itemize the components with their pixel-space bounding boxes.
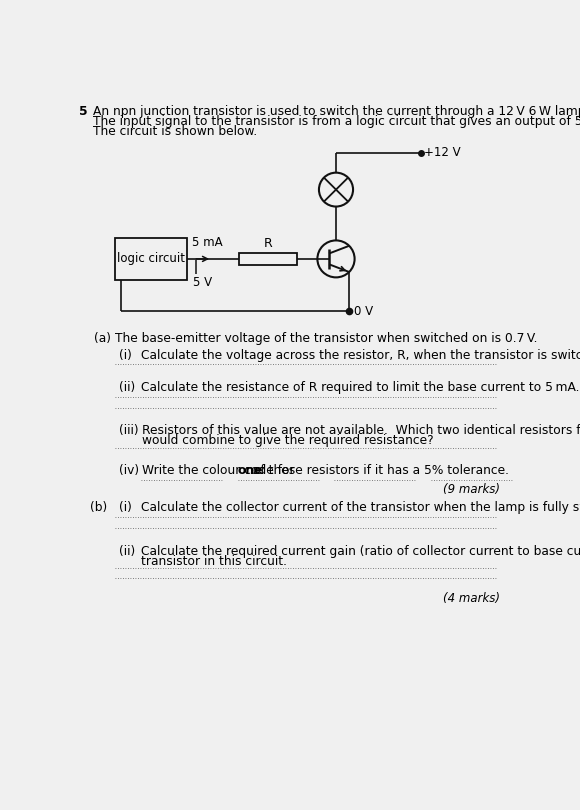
Text: 5 mA: 5 mA: [192, 236, 223, 249]
Text: (i): (i): [119, 501, 132, 514]
Text: would combine to give the required resistance?: would combine to give the required resis…: [142, 434, 434, 447]
Text: (a): (a): [94, 332, 111, 345]
Text: 0 V: 0 V: [354, 305, 373, 318]
FancyBboxPatch shape: [115, 238, 187, 279]
Text: R: R: [264, 237, 273, 250]
Text: one: one: [238, 464, 263, 477]
Text: (9 marks): (9 marks): [443, 483, 501, 496]
Text: Calculate the required current gain (ratio of collector current to base current): Calculate the required current gain (rat…: [141, 544, 580, 557]
Text: Calculate the resistance of R required to limit the base current to 5 mA.: Calculate the resistance of R required t…: [141, 382, 579, 394]
Text: (ii): (ii): [119, 382, 135, 394]
Text: transistor in this circuit.: transistor in this circuit.: [141, 555, 287, 568]
Text: +12 V: +12 V: [425, 146, 461, 159]
Text: Calculate the voltage across the resistor, R, when the transistor is switched on: Calculate the voltage across the resisto…: [141, 349, 580, 362]
Text: logic circuit: logic circuit: [117, 253, 185, 266]
Text: An npn junction transistor is used to switch the current through a 12 V 6 W lamp: An npn junction transistor is used to sw…: [93, 105, 580, 118]
Text: (iii): (iii): [119, 424, 139, 437]
Text: The base-emitter voltage of the transistor when switched on is 0.7 V.: The base-emitter voltage of the transist…: [115, 332, 538, 345]
Text: The input signal to the transistor is from a logic circuit that gives an output : The input signal to the transistor is fr…: [93, 115, 580, 128]
Text: (b): (b): [89, 501, 107, 514]
Text: Resistors of this value are not available.  Which two identical resistors from t: Resistors of this value are not availabl…: [142, 424, 580, 437]
Text: (4 marks): (4 marks): [443, 592, 501, 605]
FancyBboxPatch shape: [239, 253, 297, 265]
Text: (ii): (ii): [119, 544, 135, 557]
Text: 5 V: 5 V: [193, 276, 212, 289]
Text: Write the colour code for: Write the colour code for: [142, 464, 299, 477]
Text: (i): (i): [119, 349, 132, 362]
Text: The circuit is shown below.: The circuit is shown below.: [93, 125, 257, 138]
Text: Calculate the collector current of the transistor when the lamp is fully switche: Calculate the collector current of the t…: [141, 501, 580, 514]
Text: 5: 5: [79, 105, 88, 118]
Text: of these resistors if it has a 5% tolerance.: of these resistors if it has a 5% tolera…: [249, 464, 509, 477]
Text: (iv): (iv): [119, 464, 139, 477]
